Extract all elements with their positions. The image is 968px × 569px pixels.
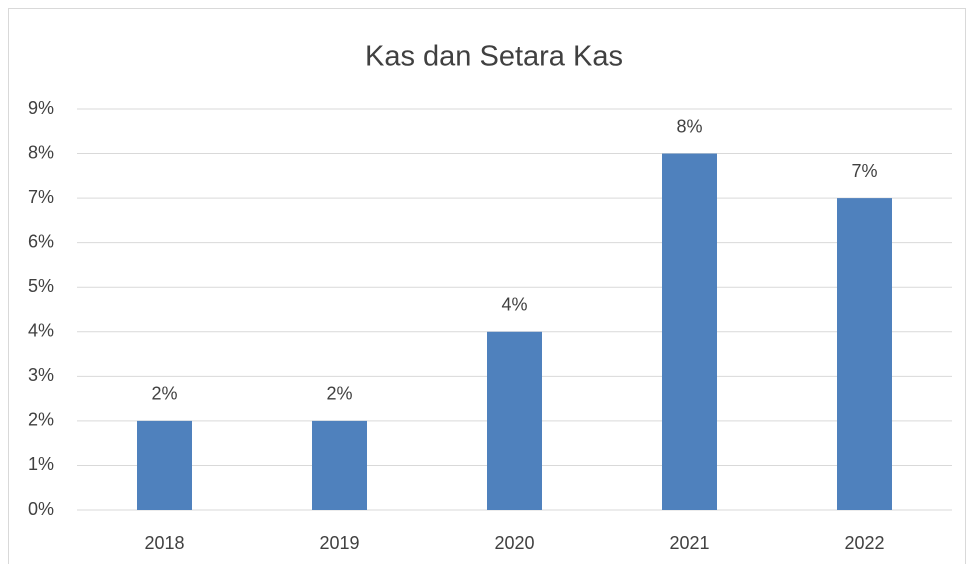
y-tick-label: 1% — [28, 454, 54, 474]
data-label: 2% — [326, 384, 352, 404]
x-tick-label: 2018 — [144, 533, 184, 553]
x-tick-label: 2022 — [844, 533, 884, 553]
data-label: 2% — [151, 384, 177, 404]
y-tick-label: 8% — [28, 142, 54, 162]
bar — [487, 331, 542, 510]
x-tick-label: 2020 — [494, 533, 534, 553]
bar — [137, 420, 192, 510]
y-tick-label: 7% — [28, 187, 54, 207]
y-tick-label: 3% — [28, 365, 54, 385]
data-label: 4% — [501, 295, 527, 315]
bar — [312, 420, 367, 510]
bar — [837, 198, 892, 510]
y-tick-label: 0% — [28, 499, 54, 519]
y-tick-label: 2% — [28, 410, 54, 430]
y-tick-label: 5% — [28, 276, 54, 296]
data-label: 7% — [851, 161, 877, 181]
bar — [662, 153, 717, 511]
data-label: 8% — [676, 116, 702, 136]
x-tick-label: 2019 — [319, 533, 359, 553]
y-tick-label: 6% — [28, 231, 54, 251]
x-tick-label: 2021 — [669, 533, 709, 553]
y-tick-label: 9% — [28, 98, 54, 118]
chart-title: Kas dan Setara Kas — [365, 41, 623, 73]
y-tick-label: 4% — [28, 321, 54, 341]
